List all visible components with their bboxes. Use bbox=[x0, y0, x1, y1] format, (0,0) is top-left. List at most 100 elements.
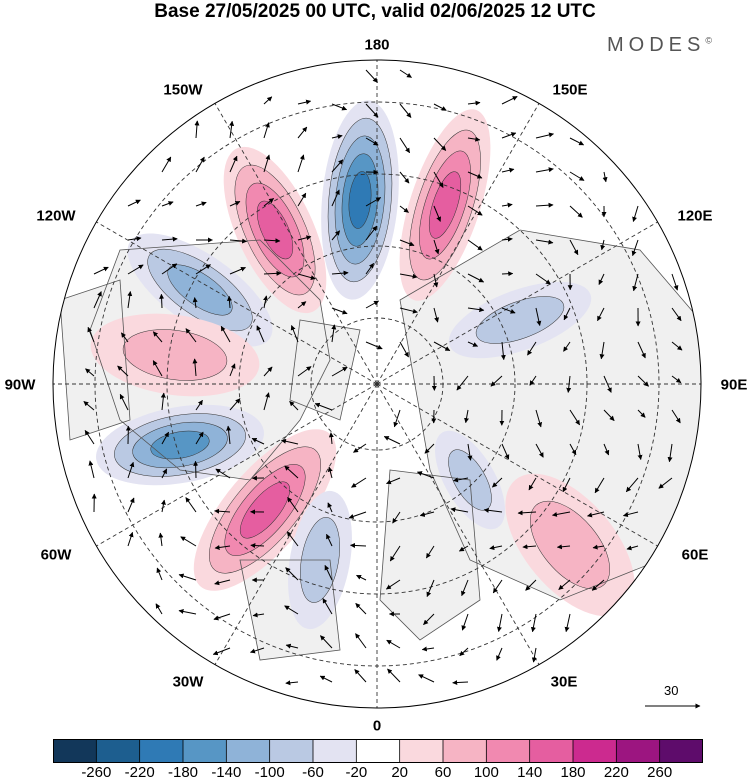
wind-arrow bbox=[250, 647, 265, 654]
wind-arrow bbox=[281, 438, 299, 445]
wind-arrow bbox=[492, 579, 503, 594]
wind-arrow bbox=[127, 199, 141, 207]
wind-arrow bbox=[450, 507, 469, 513]
wind-arrow bbox=[161, 431, 170, 445]
wind-arrow bbox=[285, 567, 299, 581]
wind-arrow bbox=[501, 96, 518, 105]
wind-arrow bbox=[386, 477, 401, 485]
wind-arrow bbox=[353, 443, 367, 453]
wind-arrow bbox=[350, 543, 367, 549]
wind-arrow bbox=[331, 159, 344, 173]
wind-arrow bbox=[328, 432, 334, 445]
anomaly-contour bbox=[256, 200, 294, 260]
wind-arrow bbox=[263, 270, 282, 276]
wind-arrow bbox=[229, 155, 238, 173]
wind-arrow bbox=[602, 171, 608, 183]
wind-arrow bbox=[229, 363, 236, 377]
lon-label-90w: 90W bbox=[4, 376, 36, 394]
wind-arrow bbox=[256, 325, 265, 343]
wind-arrow bbox=[459, 647, 469, 657]
wind-arrow bbox=[467, 205, 483, 216]
colorbar-swatch bbox=[139, 739, 184, 763]
wind-arrow bbox=[263, 122, 270, 139]
wind-arrow bbox=[569, 137, 585, 146]
wind-arrow bbox=[535, 443, 544, 458]
wind-arrow bbox=[399, 341, 409, 358]
wind-arrow bbox=[625, 477, 639, 493]
wind-arrow bbox=[178, 609, 197, 615]
wind-arrow bbox=[356, 574, 367, 581]
wind-arrow bbox=[535, 409, 543, 428]
land-mass bbox=[60, 280, 130, 440]
wind-arrow bbox=[421, 646, 435, 652]
wind-arrow bbox=[195, 156, 205, 173]
wind-arrow bbox=[562, 477, 571, 493]
colorbar-tick-label: 140 bbox=[517, 764, 543, 781]
wind-arrow bbox=[327, 502, 333, 513]
wind-arrow bbox=[399, 103, 412, 118]
wind-arrow bbox=[525, 579, 537, 591]
wind-arrow bbox=[497, 613, 503, 632]
anomaly-contour bbox=[348, 171, 372, 229]
wind-arrow bbox=[464, 409, 469, 424]
wind-arrow bbox=[385, 579, 401, 590]
wind-arrow bbox=[531, 647, 537, 663]
wind-arrow bbox=[331, 103, 348, 111]
wind-arrow bbox=[326, 533, 333, 547]
wind-arrow bbox=[322, 598, 333, 615]
colorbar-tick-label: -220 bbox=[124, 764, 155, 781]
wind-arrow bbox=[229, 238, 248, 244]
wind-arrow bbox=[319, 675, 333, 683]
colorbar-tick-label: 20 bbox=[391, 764, 408, 781]
wind-arrow bbox=[603, 409, 615, 421]
wind-arrow bbox=[365, 137, 379, 146]
anomaly-contour bbox=[529, 500, 611, 590]
wind-arrow bbox=[626, 545, 639, 551]
wind-arrow bbox=[365, 69, 378, 83]
colorbar-tick-label: 60 bbox=[434, 764, 452, 781]
wind-arrow bbox=[433, 307, 439, 323]
lon-label-120e: 120E bbox=[677, 207, 713, 225]
wind-arrow bbox=[399, 307, 418, 314]
wind-arrow bbox=[383, 436, 401, 445]
wind-arrow bbox=[263, 392, 270, 411]
wind-arrow bbox=[597, 307, 605, 322]
wind-arrow bbox=[284, 605, 299, 615]
wind-arrow bbox=[569, 443, 577, 456]
wind-arrow bbox=[399, 273, 418, 279]
map-border bbox=[52, 59, 702, 709]
lon-label-0: 0 bbox=[372, 717, 382, 735]
meridian-line bbox=[96, 221, 378, 385]
meridian-line bbox=[214, 103, 378, 385]
wind-arrow bbox=[387, 668, 401, 683]
wind-arrow bbox=[501, 271, 514, 277]
wind-arrow bbox=[433, 341, 451, 352]
wind-arrow bbox=[195, 399, 203, 411]
lon-label-150e: 150E bbox=[552, 81, 588, 99]
wind-arrow bbox=[592, 544, 605, 550]
wind-arrow bbox=[456, 375, 469, 391]
wind-arrow bbox=[365, 341, 383, 350]
wind-arrow bbox=[297, 273, 316, 281]
wind-arrow bbox=[263, 238, 281, 244]
wind-arrow bbox=[392, 511, 401, 524]
wind-arrow bbox=[250, 543, 265, 549]
wind-arrow bbox=[452, 680, 469, 686]
meridian-line bbox=[214, 383, 378, 665]
wind-arrow bbox=[467, 239, 483, 251]
meridian-line bbox=[376, 383, 540, 665]
brand-mark: © bbox=[705, 35, 712, 46]
wind-arrow bbox=[535, 307, 542, 326]
wind-arrow bbox=[120, 332, 129, 343]
wind-arrow bbox=[193, 460, 199, 479]
map-title: Base 27/05/2025 00 UTC, valid 02/06/2025… bbox=[154, 1, 596, 22]
wind-arrow bbox=[631, 239, 639, 257]
lon-label-30e: 30E bbox=[550, 673, 578, 691]
meridian-line bbox=[376, 383, 658, 547]
wind-arrow bbox=[365, 197, 382, 207]
wind-arrow bbox=[178, 573, 197, 581]
wind-arrow bbox=[88, 460, 95, 479]
wind-arrow bbox=[297, 235, 312, 241]
wind-arrow bbox=[127, 461, 135, 479]
wind-arrow bbox=[85, 368, 95, 377]
